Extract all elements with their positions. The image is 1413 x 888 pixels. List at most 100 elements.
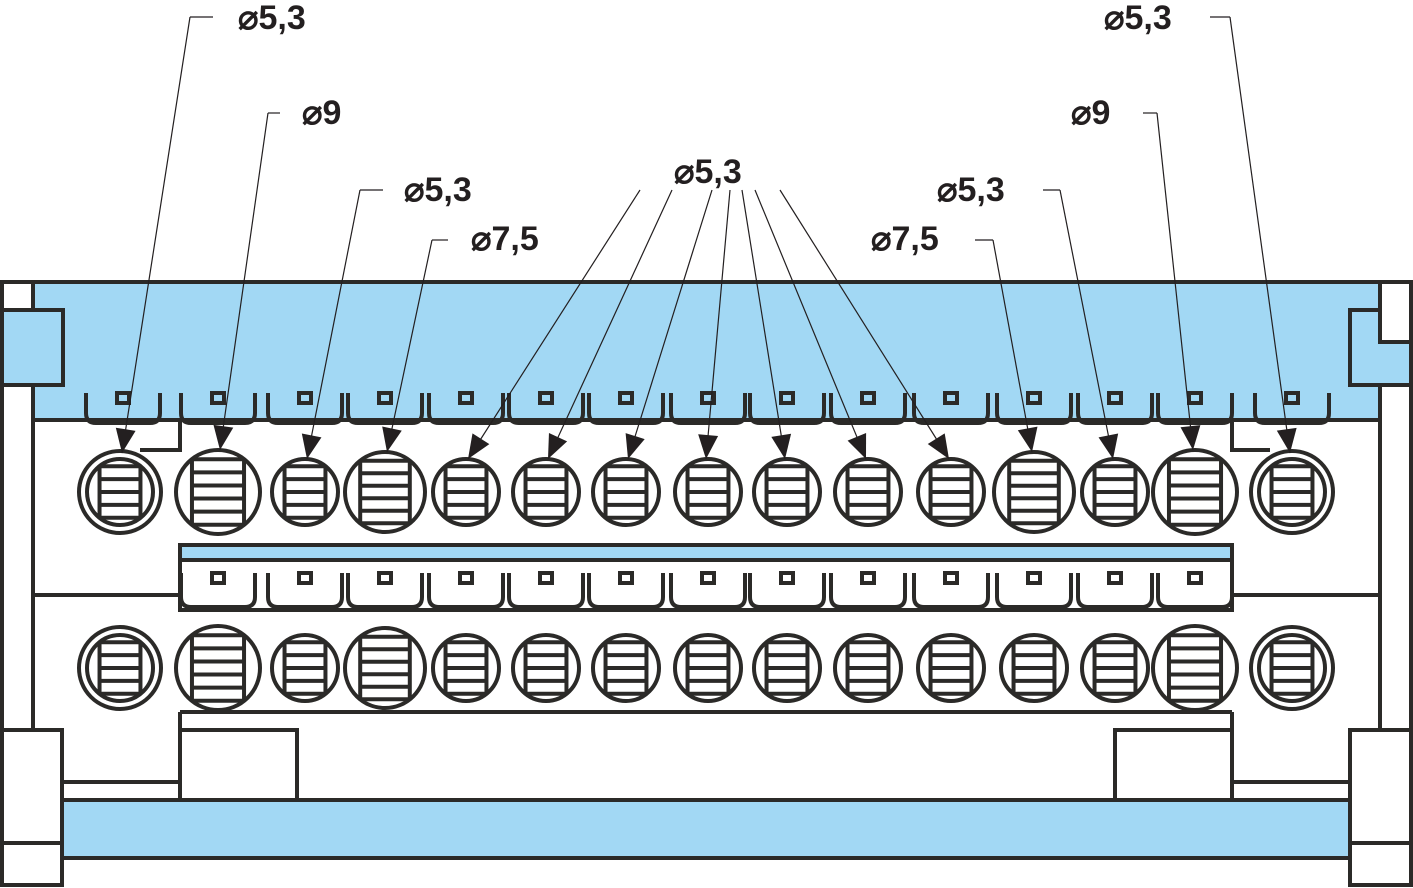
leader-arrow (779, 189, 950, 460)
arrowhead-icon (698, 434, 719, 459)
terminal-hole (174, 448, 262, 536)
dimension-label-right-inner: ⌀5,3 (937, 171, 1005, 209)
arrowhead-icon (301, 433, 322, 459)
leader-arrow (467, 189, 641, 460)
leader-arrow (115, 16, 191, 454)
screw-tab (179, 571, 257, 609)
dimension-label-right-outer: ⌀5,3 (1104, 0, 1172, 37)
dimension-label-right-9: ⌀9 (1071, 94, 1110, 132)
screw-tab (669, 571, 747, 609)
terminal-hole (591, 633, 661, 703)
terminal-hole (343, 450, 427, 534)
leader-arrow (213, 112, 269, 451)
screw-tab (912, 391, 990, 425)
screw-tab (346, 391, 424, 425)
screw-tab (1076, 391, 1154, 425)
screw-tab (829, 391, 907, 425)
terminal-hole (1249, 625, 1335, 711)
terminal-hole (591, 457, 661, 527)
terminal-hole (833, 457, 903, 527)
dimension-label-left-outer: ⌀5,3 (238, 0, 306, 37)
terminal-hole (431, 457, 501, 527)
screw-tabs (84, 391, 1331, 609)
terminal-hole (999, 633, 1069, 703)
screw-tab (266, 391, 344, 425)
dimension-label-center: ⌀5,3 (674, 153, 742, 191)
terminal-hole (1151, 448, 1239, 536)
arrowhead-icon (382, 426, 402, 452)
screw-tab (1156, 571, 1234, 609)
leader-arrow (1229, 16, 1297, 454)
dimension-label-left-9: ⌀9 (302, 94, 341, 132)
arrowhead-icon (1276, 427, 1297, 453)
screw-tab (507, 391, 585, 425)
leader-arrow (382, 239, 433, 453)
arrowhead-icon (213, 424, 234, 450)
terminal-hole (1080, 633, 1150, 703)
arrowhead-icon (927, 433, 949, 459)
arrowhead-icon (625, 433, 645, 459)
arrowhead-icon (1098, 433, 1119, 459)
arrowhead-icon (468, 433, 490, 459)
screw-tab (748, 391, 826, 425)
screw-tab (179, 391, 257, 425)
terminal-hole (1080, 457, 1150, 527)
terminal-hole (343, 626, 427, 710)
terminal-hole (752, 457, 822, 527)
leader-arrow (754, 189, 867, 460)
screw-tab (1156, 391, 1234, 425)
screw-tab (669, 391, 747, 425)
screw-tab (507, 571, 585, 609)
screw-tab (587, 391, 665, 425)
arrowhead-icon (847, 433, 867, 459)
screw-tab (1076, 571, 1154, 609)
terminal-hole (270, 633, 340, 703)
leader-arrow (992, 239, 1038, 453)
leader-arrow (741, 189, 792, 460)
arrowhead-icon (548, 433, 568, 459)
screw-tab (346, 571, 424, 609)
terminal-hole (1151, 624, 1239, 712)
terminal-hole (673, 633, 743, 703)
screw-tab (427, 391, 505, 425)
screw-tab (1253, 391, 1331, 425)
arrowhead-icon (115, 427, 136, 453)
terminal-hole (511, 457, 581, 527)
leader-arrow (698, 189, 731, 460)
leader-arrow (625, 189, 713, 460)
terminal-hole (511, 633, 581, 703)
leader-arrow (1059, 189, 1119, 460)
screw-tab (427, 571, 505, 609)
screw-tab (587, 571, 665, 609)
screw-tab (84, 391, 162, 425)
terminal-hole (174, 624, 262, 712)
dimension-label-left-7-5: ⌀7,5 (471, 220, 539, 258)
dimension-label-right-7-5: ⌀7,5 (871, 220, 939, 258)
terminal-hole (77, 449, 163, 535)
terminal-hole (673, 457, 743, 527)
terminal-hole (916, 633, 986, 703)
screw-tab (912, 571, 990, 609)
leader-arrow (1156, 112, 1201, 451)
terminal-hole (833, 633, 903, 703)
leader-arrow (301, 189, 361, 460)
screw-tab (995, 571, 1073, 609)
arrowhead-icon (1180, 425, 1201, 450)
terminal-hole (431, 633, 501, 703)
terminal-hole (916, 457, 986, 527)
dimension-labels: ⌀5,3 ⌀9 ⌀5,3 ⌀7,5 ⌀5,3 ⌀7,5 ⌀5,3 ⌀9 ⌀5,3 (238, 0, 1172, 258)
terminal-hole (77, 625, 163, 711)
screw-tab (829, 571, 907, 609)
screw-tab (748, 571, 826, 609)
screw-tab (995, 391, 1073, 425)
leader-arrow (547, 189, 673, 460)
dimension-label-left-inner: ⌀5,3 (404, 171, 472, 209)
leader-lines (115, 16, 1297, 460)
terminal-hole (752, 633, 822, 703)
terminal-hole (270, 457, 340, 527)
screw-tab (266, 571, 344, 609)
terminal-hole (1249, 449, 1335, 535)
arrowhead-icon (771, 433, 792, 459)
terminal-hole (992, 450, 1076, 534)
